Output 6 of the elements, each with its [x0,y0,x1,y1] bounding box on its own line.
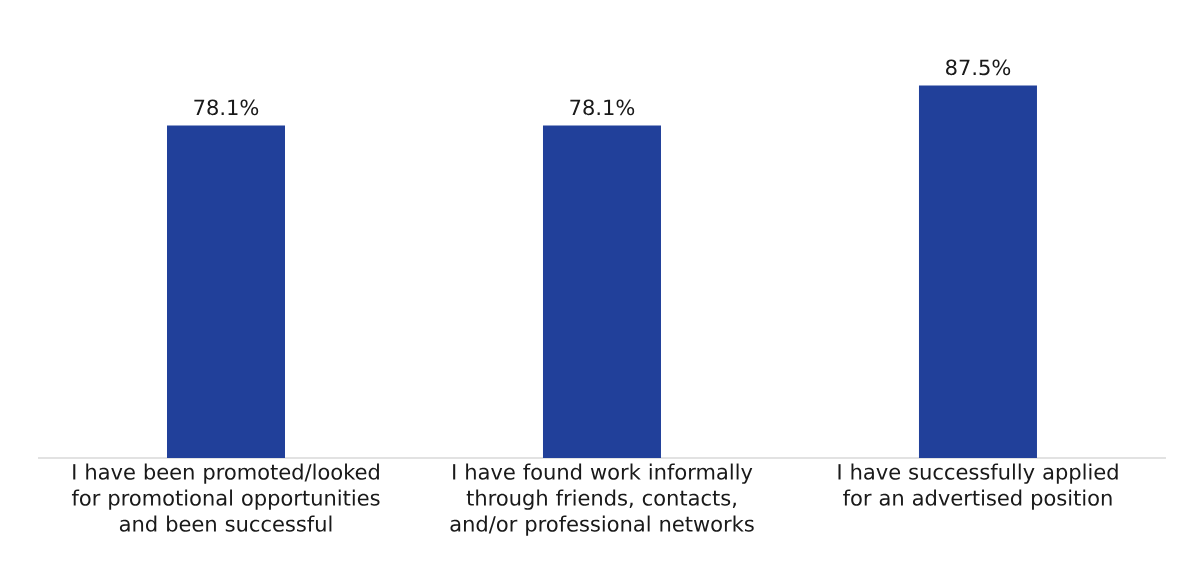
x-tick-label: I have successfully applied for an advertised position [838,463,1118,510]
data-label: 87.5% [946,59,1011,76]
data-label: 78.1% [194,99,259,116]
x-tick-label: I have found work informally through friends, contacts, and/or professional networks [450,463,754,536]
x-tick-label: I have been promoted/looked for promotional opportunities and been successful [71,463,380,532]
data-label: 78.1% [570,99,635,116]
